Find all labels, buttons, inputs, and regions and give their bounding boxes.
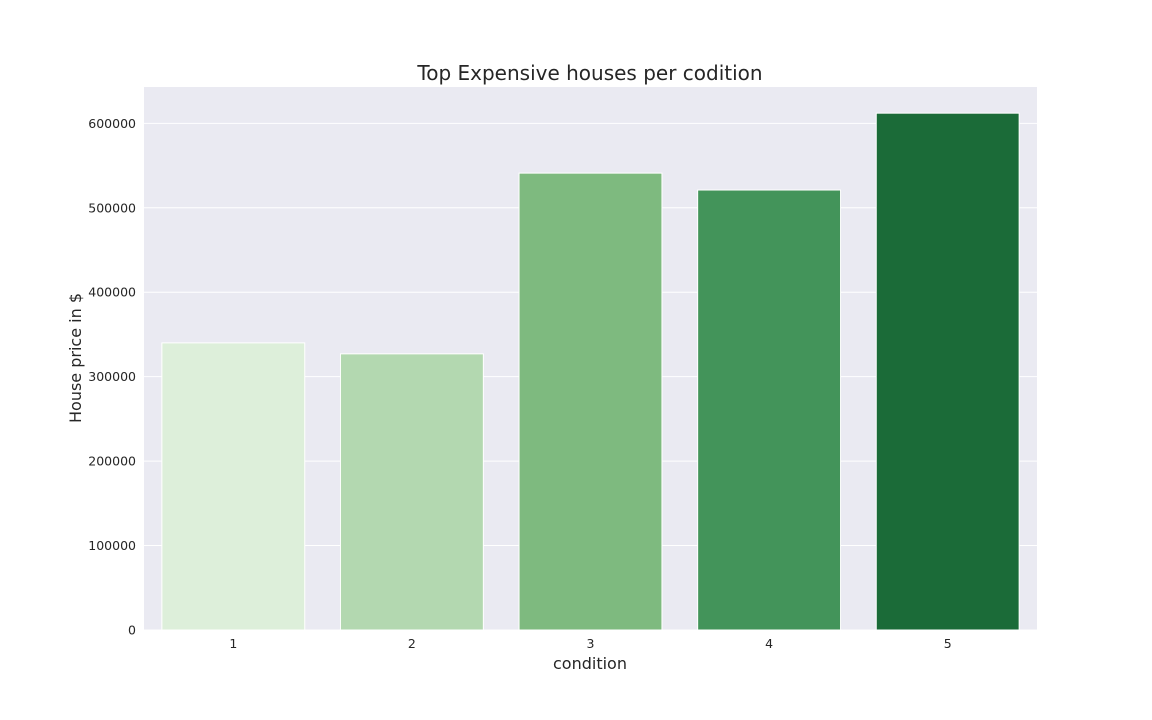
bar-condition-2	[339, 353, 484, 631]
y-tick-labels: 0 100000 200000 300000 400000 500000 600000	[88, 116, 136, 638]
chart-title: Top Expensive houses per codition	[416, 61, 762, 85]
x-tick-label: 3	[587, 636, 595, 651]
y-axis-label: House price in $	[66, 293, 85, 423]
y-tick-label: 400000	[88, 285, 136, 300]
y-tick-label: 500000	[88, 200, 136, 215]
bar-condition-3	[518, 172, 663, 631]
y-tick-label: 0	[128, 623, 136, 638]
x-tick-label: 5	[944, 636, 952, 651]
bar-condition-5	[875, 112, 1020, 631]
bars	[161, 112, 1020, 631]
bar-condition-1	[161, 342, 306, 631]
x-tick-label: 1	[229, 636, 237, 651]
x-tick-labels: 1 2 3 4 5	[229, 636, 951, 651]
y-tick-label: 200000	[88, 454, 136, 469]
x-axis-label: condition	[553, 654, 627, 673]
y-tick-label: 300000	[88, 369, 136, 384]
y-tick-label: 600000	[88, 116, 136, 131]
x-tick-label: 4	[765, 636, 773, 651]
bar-condition-4	[697, 189, 842, 631]
y-tick-label: 100000	[88, 538, 136, 553]
x-tick-label: 2	[408, 636, 416, 651]
